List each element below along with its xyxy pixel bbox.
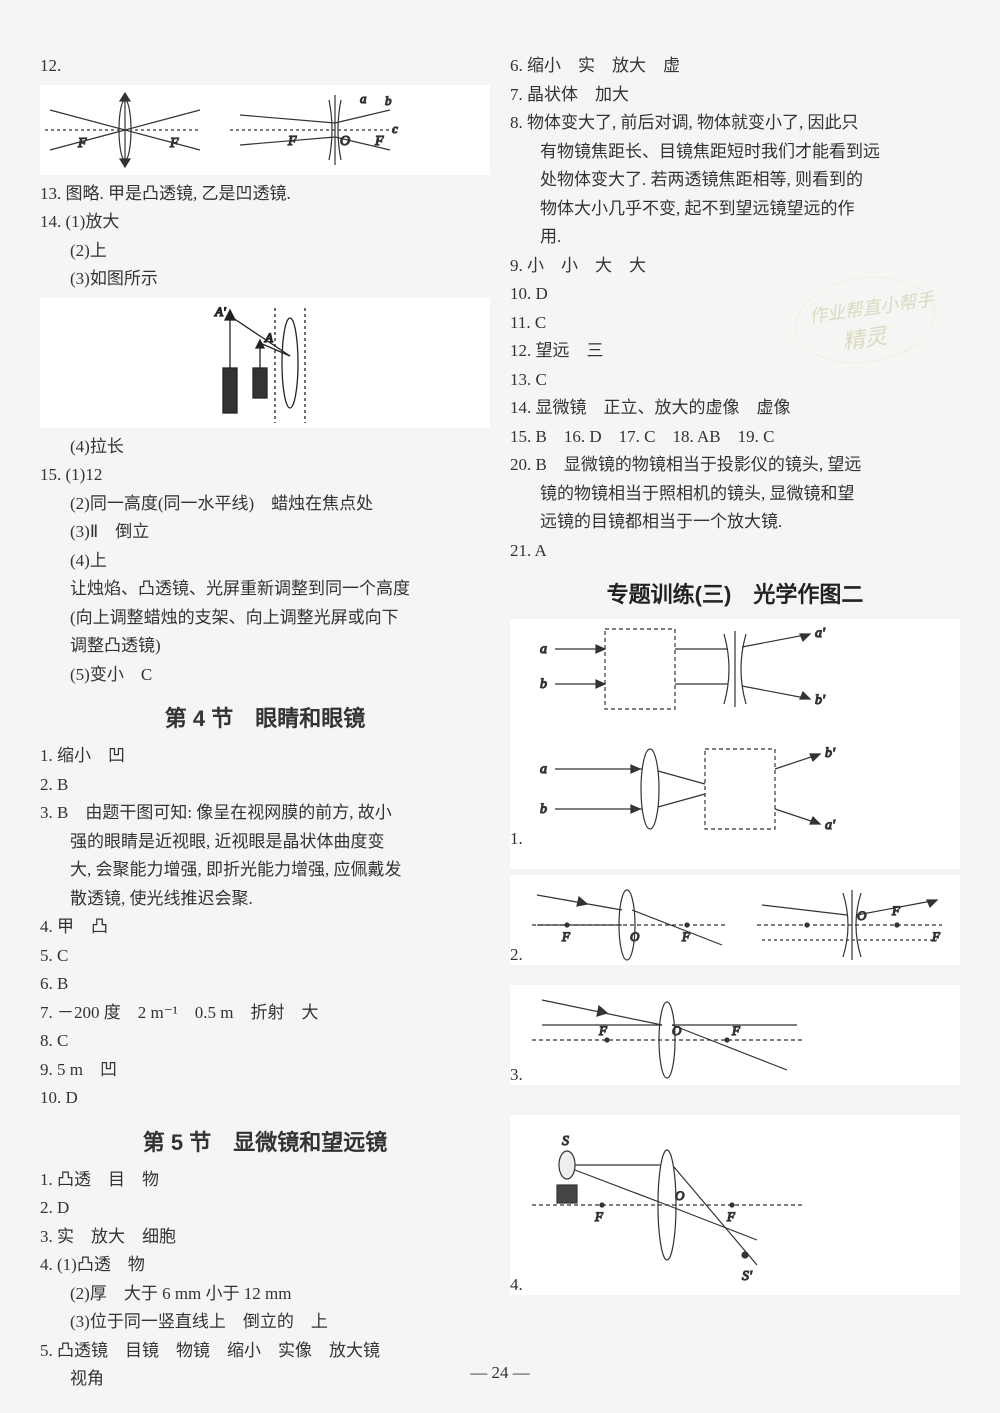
svg-text:F: F bbox=[594, 1209, 604, 1224]
s4-q4: 4. 甲 凸 bbox=[40, 914, 490, 940]
r-q8e: 用. bbox=[510, 224, 960, 250]
q15-5c: 调整凸透镜) bbox=[40, 633, 490, 659]
left-column: 12. F F bbox=[40, 50, 490, 1395]
q14-3: (3)如图所示 bbox=[40, 266, 490, 292]
svg-text:F: F bbox=[169, 136, 179, 151]
svg-text:a: a bbox=[360, 91, 367, 106]
diag1-num: 1. bbox=[510, 829, 960, 849]
svg-text:A': A' bbox=[214, 304, 226, 319]
q15-5d: (5)变小 C bbox=[40, 662, 490, 688]
q15-5b: (向上调整蜡烛的支架、向上调整光屏或向下 bbox=[40, 605, 490, 631]
diagram-topic3-1: a b a' b' a b b' a' bbox=[510, 619, 960, 869]
q15-3: (3)Ⅱ 倒立 bbox=[40, 519, 490, 545]
s4-q2: 2. B bbox=[40, 772, 490, 798]
r-q8a: 8. 物体变大了, 前后对调, 物体就变小了, 因此只 bbox=[510, 110, 960, 136]
svg-text:S: S bbox=[562, 1134, 569, 1149]
s4-q7: 7. －200 度 2 m⁻¹ 0.5 m 折射 大 bbox=[40, 1000, 490, 1026]
q13: 13. 图略. 甲是凸透镜, 乙是凹透镜. bbox=[40, 181, 490, 207]
diagram-topic3-3: 3. F O F bbox=[510, 985, 960, 1085]
s4-q10: 10. D bbox=[40, 1085, 490, 1111]
diag4-num: 4. bbox=[510, 1275, 523, 1295]
q12-label: 12. bbox=[40, 53, 490, 79]
svg-text:F: F bbox=[931, 929, 941, 944]
svg-text:b: b bbox=[540, 802, 547, 817]
s5-q3: 3. 实 放大 细胞 bbox=[40, 1224, 490, 1250]
diag3-num: 3. bbox=[510, 1065, 523, 1085]
svg-text:c: c bbox=[392, 121, 398, 136]
r-q8d: 物体大小几乎不变, 起不到望远镜望远的作 bbox=[510, 196, 960, 222]
diagram-q14: A A' bbox=[40, 298, 490, 428]
q15-1: 15. (1)12 bbox=[40, 462, 490, 488]
s5-q2: 2. D bbox=[40, 1195, 490, 1221]
svg-text:O: O bbox=[340, 134, 350, 149]
q15-4: (4)上 bbox=[40, 548, 490, 574]
diag2-num: 2. bbox=[510, 945, 523, 965]
svg-text:F: F bbox=[77, 136, 87, 151]
svg-text:O: O bbox=[675, 1188, 685, 1203]
r-q8c: 处物体变大了. 若两透镜焦距相等, 则看到的 bbox=[510, 167, 960, 193]
s4-q8: 8. C bbox=[40, 1028, 490, 1054]
svg-text:F: F bbox=[561, 929, 571, 944]
svg-text:F: F bbox=[374, 134, 384, 149]
r-q6: 6. 缩小 实 放大 虚 bbox=[510, 53, 960, 79]
r-q13: 13. C bbox=[510, 367, 960, 393]
s4-q3c: 大, 会聚能力增强, 即折光能力增强, 应佩戴发 bbox=[40, 857, 490, 883]
s5-q5a: 5. 凸透镜 目镜 物镜 缩小 实像 放大镜 bbox=[40, 1338, 490, 1364]
s4-q6: 6. B bbox=[40, 971, 490, 997]
svg-text:A: A bbox=[264, 330, 273, 345]
svg-text:S': S' bbox=[742, 1269, 753, 1284]
svg-text:b': b' bbox=[815, 693, 826, 708]
svg-text:b: b bbox=[540, 677, 547, 692]
r-q8b: 有物镜焦距长、目镜焦距短时我们才能看到远 bbox=[510, 139, 960, 165]
s4-q3b: 强的眼睛是近视眼, 近视眼是晶状体曲度变 bbox=[40, 829, 490, 855]
svg-text:O: O bbox=[630, 929, 640, 944]
s4-q1: 1. 缩小 凹 bbox=[40, 743, 490, 769]
r-q20b: 镜的物镜相当于照相机的镜头, 显微镜和望 bbox=[510, 481, 960, 507]
svg-text:F: F bbox=[891, 903, 901, 918]
section5-title: 第 5 节 显微镜和望远镜 bbox=[40, 1125, 490, 1157]
s5-q4: 4. (1)凸透 物 bbox=[40, 1252, 490, 1278]
right-column: 6. 缩小 实 放大 虚 7. 晶状体 加大 8. 物体变大了, 前后对调, 物… bbox=[510, 50, 960, 1395]
svg-text:a: a bbox=[540, 762, 547, 777]
watermark-stamp: 作业帮直小帮手 精灵 bbox=[784, 260, 946, 380]
q15-2: (2)同一高度(同一水平线) 蜡烛在焦点处 bbox=[40, 491, 490, 517]
svg-text:a': a' bbox=[815, 626, 826, 641]
r-q21: 21. A bbox=[510, 538, 960, 564]
svg-text:O: O bbox=[857, 908, 867, 923]
s5-q1: 1. 凸透 目 物 bbox=[40, 1167, 490, 1193]
svg-text:b': b' bbox=[825, 746, 836, 761]
svg-text:F: F bbox=[287, 134, 297, 149]
r-q7: 7. 晶状体 加大 bbox=[510, 82, 960, 108]
r-q15: 15. B 16. D 17. C 18. AB 19. C bbox=[510, 424, 960, 450]
s5-q4-3: (3)位于同一竖直线上 倒立的 上 bbox=[40, 1309, 490, 1335]
s4-q9: 9. 5 m 凹 bbox=[40, 1057, 490, 1083]
q14-4: (4)拉长 bbox=[40, 434, 490, 460]
svg-text:F: F bbox=[726, 1209, 736, 1224]
topic3-title: 专题训练(三) 光学作图二 bbox=[510, 577, 960, 609]
r-q14: 14. 显微镜 正立、放大的虚像 虚像 bbox=[510, 395, 960, 421]
q14-1: 14. (1)放大 bbox=[40, 209, 490, 235]
q14-2: (2)上 bbox=[40, 238, 490, 264]
s4-q3a: 3. B 由题干图可知: 像呈在视网膜的前方, 故小 bbox=[40, 800, 490, 826]
s4-q5: 5. C bbox=[40, 943, 490, 969]
diagram-topic3-2: 2. F O F bbox=[510, 875, 960, 965]
s5-q4-2: (2)厚 大于 6 mm 小于 12 mm bbox=[40, 1281, 490, 1307]
q15-5a: 让烛焰、凸透镜、光屏重新调整到同一个高度 bbox=[40, 576, 490, 602]
page-number: — 24 — bbox=[0, 1363, 1000, 1383]
section4-title: 第 4 节 眼睛和眼镜 bbox=[40, 701, 490, 733]
svg-text:a: a bbox=[540, 642, 547, 657]
s4-q3d: 散透镜, 使光线推迟会聚. bbox=[40, 886, 490, 912]
diagram-q12: F F O F F a b c bbox=[40, 85, 490, 175]
r-q20c: 远镜的目镜都相当于一个放大镜. bbox=[510, 509, 960, 535]
svg-text:b: b bbox=[385, 93, 392, 108]
r-q20a: 20. B 显微镜的物镜相当于投影仪的镜头, 望远 bbox=[510, 452, 960, 478]
diagram-topic3-4: 4. F O F S bbox=[510, 1115, 960, 1295]
